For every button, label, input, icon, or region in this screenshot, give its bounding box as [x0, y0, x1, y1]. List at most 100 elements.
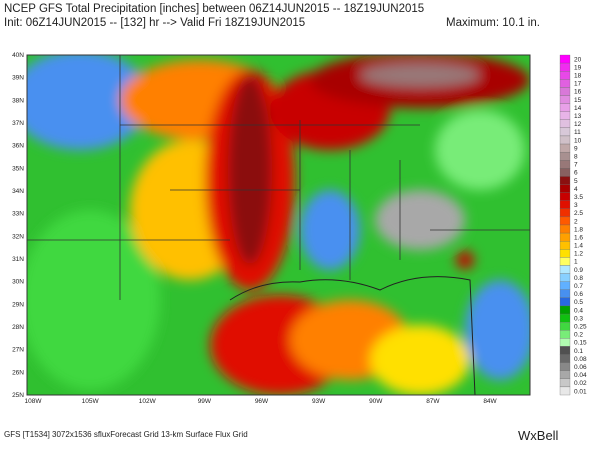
colorbar-label: 1.8 [574, 226, 583, 233]
colorbar-swatch [559, 160, 571, 169]
colorbar-label: 0.3 [574, 315, 583, 322]
colorbar-swatch [559, 176, 571, 185]
blob [456, 251, 474, 269]
coastline [229, 276, 476, 395]
colorbar-label: 7 [574, 162, 578, 169]
colorbar-swatch [559, 378, 571, 388]
blob [27, 55, 150, 150]
lat-label: 38N [12, 97, 24, 104]
lat-label: 27N [12, 347, 24, 354]
lat-label: 25N [12, 392, 24, 399]
lat-label: 35N [12, 165, 24, 172]
lat-label: 30N [12, 279, 24, 286]
colorbar-swatch [559, 168, 571, 177]
colorbar-swatch [559, 305, 571, 315]
colorbar-swatch [559, 95, 571, 104]
colorbar-label: 1 [574, 259, 578, 266]
colorbar-label: 1.6 [574, 234, 583, 241]
colorbar-swatch [559, 338, 571, 347]
lon-label: 87W [426, 398, 440, 405]
colorbar-swatch [559, 119, 571, 129]
colorbar-label: 0.08 [574, 356, 587, 363]
map-frame [26, 54, 531, 396]
colorbar-swatch [559, 192, 571, 201]
colorbar-label: 16 [574, 89, 582, 96]
colorbar-swatch [559, 370, 571, 379]
blob [300, 190, 360, 270]
colorbar-swatch [559, 297, 571, 307]
colorbar-swatch [559, 265, 571, 274]
colorbar-swatch [559, 87, 571, 96]
lat-label: 32N [12, 233, 24, 240]
maximum: Maximum: 10.1 in. [446, 17, 540, 29]
colorbar-swatch [559, 216, 571, 226]
lat-label: 37N [12, 120, 24, 127]
colorbar-swatch [559, 135, 571, 145]
lat-label: 28N [12, 324, 24, 331]
colorbar-label: 0.04 [574, 372, 587, 379]
colorbar-label: 9 [574, 145, 578, 152]
blob [370, 325, 470, 395]
colorbar-swatch [559, 111, 571, 120]
colorbar-label: 0.02 [574, 380, 587, 387]
colorbar-label: 18 [574, 73, 582, 80]
colorbar-swatch [559, 273, 571, 282]
blob [435, 110, 525, 190]
colorbar-label: 0.06 [574, 364, 587, 371]
lon-label: 93W [312, 398, 326, 405]
lat-label: 31N [12, 256, 24, 263]
lat-label: 33N [12, 211, 24, 218]
colorbar-label: 0.2 [574, 332, 583, 339]
colorbar-label: 0.6 [574, 291, 583, 298]
colorbar-label: 0.25 [574, 323, 587, 330]
colorbar-swatch [559, 62, 571, 72]
colorbar-label: 4 [574, 186, 578, 193]
title: NCEP GFS Total Precipitation [inches] be… [4, 3, 424, 15]
lat-label: 26N [12, 369, 24, 376]
lon-label: 105W [82, 398, 100, 405]
colorbar-label: 12 [574, 121, 582, 128]
lat-label: 36N [12, 143, 24, 150]
precip-field [27, 55, 530, 395]
blob [465, 280, 530, 380]
colorbar-label: 19 [574, 64, 582, 71]
colorbar-label: 20 [574, 56, 582, 63]
lon-label: 84W [483, 398, 497, 405]
colorbar-label: 0.01 [574, 388, 587, 395]
colorbar-label: 0.7 [574, 283, 583, 290]
colorbar-label: 1.4 [574, 243, 583, 250]
colorbar-swatch [559, 232, 571, 242]
colorbar-swatch [559, 200, 571, 209]
colorbar-label: 0.1 [574, 348, 583, 355]
colorbar-label: 3.5 [574, 194, 583, 201]
colorbar-swatch [559, 313, 571, 323]
colorbar-swatch [559, 386, 571, 396]
colorbar-label: 0.5 [574, 299, 583, 306]
state-borders [27, 55, 530, 300]
colorbar-swatch [559, 127, 571, 137]
colorbar-swatch [559, 257, 571, 266]
colorbar-swatch [559, 208, 571, 218]
blob [360, 63, 480, 87]
lon-label: 96W [255, 398, 269, 405]
colorbar-swatch [559, 241, 571, 250]
colorbar-swatch [559, 143, 571, 153]
colorbar-swatch [559, 330, 571, 339]
lon-label: 102W [139, 398, 157, 405]
colorbar-swatch [559, 362, 571, 371]
lat-label: 39N [12, 75, 24, 82]
colorbar-label: 6 [574, 170, 578, 177]
colorbar-label: 13 [574, 113, 582, 120]
blob [27, 210, 160, 390]
colorbar-label: 0.4 [574, 307, 583, 314]
colorbar-label: 11 [574, 129, 581, 136]
lon-label: 99W [198, 398, 212, 405]
colorbar-swatch [559, 249, 571, 258]
footer-source: GFS [T1534] 3072x1536 sfluxForecast Grid… [4, 430, 248, 439]
colorbar-label: 0.9 [574, 267, 583, 274]
colorbar-swatch [559, 151, 571, 161]
lat-label: 40N [12, 52, 24, 59]
colorbar-label: 3 [574, 202, 578, 209]
colorbar-label: 2.5 [574, 210, 583, 217]
lat-label: 29N [12, 301, 24, 308]
